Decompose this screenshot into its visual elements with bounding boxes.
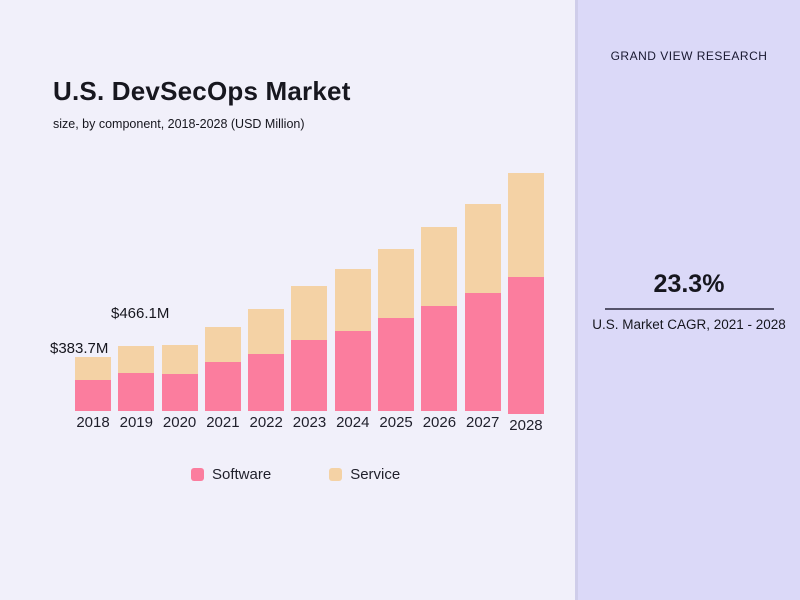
x-axis-label-2021: 2021 — [206, 414, 240, 431]
service-segment-2023 — [291, 286, 328, 341]
bar-2028 — [507, 173, 544, 415]
legend-item-software: Software — [191, 466, 271, 483]
cagr-value: 23.3% — [653, 270, 725, 298]
software-swatch — [191, 468, 204, 481]
bars-container: 2018 2019 2020 2021 2022 2023 2024 2025 2026 2027… — [75, 173, 544, 435]
x-axis-label-2020: 2020 — [162, 414, 197, 431]
legend-label-service: Service — [350, 466, 401, 483]
service-segment-2026 — [421, 226, 458, 307]
service-segment-2024 — [334, 269, 371, 331]
panel-divider — [575, 0, 578, 600]
service-segment-2021 — [204, 326, 241, 363]
software-segment-2022 — [248, 353, 285, 411]
sidebar: GRAND VIEW RESEARCH 23.3% U.S. Market CA… — [578, 0, 800, 600]
software-segment-2019 — [118, 373, 155, 411]
bar-2027 — [464, 204, 501, 411]
cagr-block: 23.3% U.S. Market CAGR, 2021 - 2028 — [578, 270, 800, 332]
bar-2024 — [334, 269, 371, 411]
chart-subtitle: size, by component, 2018-2028 (USD Milli… — [53, 117, 305, 131]
software-segment-2028 — [507, 277, 544, 415]
legend-label-software: Software — [212, 466, 272, 483]
x-axis-label-2019: 2019 — [119, 414, 153, 431]
service-segment-2018 — [75, 357, 111, 380]
x-axis-label-2022: 2022 — [249, 414, 283, 431]
service-segment-2025 — [378, 249, 415, 318]
bar-column-2025: 2025 — [378, 173, 415, 435]
bar-column-2024: 2024 — [334, 173, 371, 435]
x-axis-label-2018: 2018 — [76, 414, 110, 431]
bar-column-2018: 2018 — [75, 173, 111, 435]
brand-name: GRAND VIEW RESEARCH — [610, 49, 768, 63]
x-axis-label-2026: 2026 — [422, 414, 457, 431]
bar-2025 — [378, 249, 415, 411]
chart-panel: U.S. DevSecOps Market size, by component… — [50, 76, 544, 483]
software-segment-2025 — [378, 317, 415, 411]
software-segment-2026 — [421, 306, 458, 411]
bar-column-2028: 2028 — [507, 173, 544, 435]
software-segment-2023 — [291, 340, 328, 411]
software-segment-2018 — [75, 379, 111, 411]
bar-2022 — [248, 309, 285, 411]
service-segment-2020 — [161, 344, 198, 375]
cagr-label: U.S. Market CAGR, 2021 - 2028 — [592, 317, 786, 332]
cagr-divider-line — [604, 308, 774, 310]
bar-column-2027: 2027 — [464, 173, 501, 435]
bar-2019 — [118, 345, 155, 411]
bar-column-2023: 2023 — [291, 173, 328, 435]
x-axis-label-2025: 2025 — [379, 414, 413, 431]
software-segment-2027 — [464, 292, 501, 411]
service-segment-2019 — [118, 345, 155, 374]
bar-2023 — [291, 286, 328, 411]
stacked-bar-chart: $383.7M $466.1M 2018 2019 2020 2021 2022 2023… — [50, 173, 544, 435]
service-segment-2028 — [507, 173, 544, 278]
bar-column-2020: 2020 — [161, 173, 198, 435]
software-segment-2024 — [334, 330, 371, 411]
chart-title: U.S. DevSecOps Market — [53, 76, 351, 106]
service-segment-2027 — [464, 204, 501, 293]
service-swatch — [329, 468, 343, 481]
software-segment-2021 — [204, 362, 241, 411]
bar-2021 — [204, 326, 241, 411]
software-segment-2020 — [161, 374, 198, 411]
value-annotation-2019: $466.1M — [111, 305, 170, 322]
bar-column-2022: 2022 — [248, 173, 285, 435]
bar-2026 — [421, 226, 458, 411]
service-segment-2022 — [248, 309, 285, 354]
bar-column-2021: 2021 — [204, 173, 241, 435]
x-axis-label-2023: 2023 — [292, 414, 327, 431]
x-axis-label-2027: 2027 — [465, 414, 500, 431]
x-axis-label-2028: 2028 — [509, 417, 543, 435]
bar-2018 — [75, 357, 111, 411]
legend-item-service: Service — [329, 466, 400, 483]
bar-column-2019: 2019 — [118, 173, 155, 435]
x-axis-label-2024: 2024 — [336, 414, 370, 431]
bar-2020 — [161, 344, 198, 411]
chart-legend: Software Service — [191, 466, 400, 483]
bar-column-2026: 2026 — [421, 173, 458, 435]
value-annotation-2018: $383.7M — [50, 340, 109, 357]
